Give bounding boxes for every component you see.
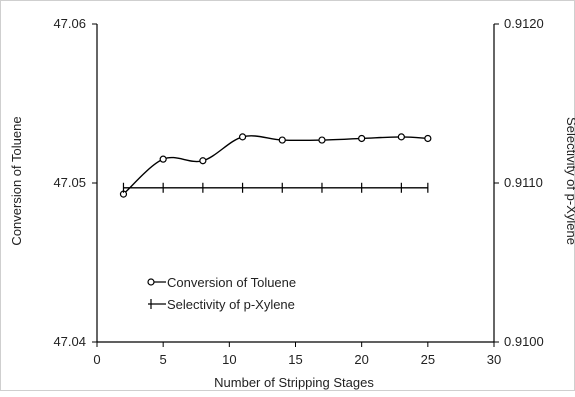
- right-y-axis-title: Selectivity of p-Xylene: [564, 117, 575, 245]
- ticks: [92, 23, 499, 347]
- data-point-circle: [159, 155, 167, 163]
- data-point-circle: [199, 157, 207, 165]
- legend: Conversion of Toluene Selectivity of p-X…: [147, 275, 296, 312]
- x-tick-label: 20: [354, 352, 368, 367]
- data-point-circle: [318, 136, 326, 144]
- x-tick-label: 15: [288, 352, 302, 367]
- left-y-tick-label: 47.04: [53, 334, 86, 349]
- x-tick-label: 5: [160, 352, 167, 367]
- legend-label-conversion: Conversion of Toluene: [167, 275, 296, 290]
- legend-label-selectivity: Selectivity of p-Xylene: [167, 297, 295, 312]
- x-tick-label: 0: [93, 352, 100, 367]
- series-layer: [119, 133, 432, 198]
- x-tick-label: 10: [222, 352, 236, 367]
- series-line-0: [123, 135, 428, 195]
- x-axis-title: Number of Stripping Stages: [214, 375, 374, 390]
- axes: [96, 24, 495, 343]
- data-point-circle: [358, 134, 366, 143]
- data-point-circle: [424, 134, 432, 143]
- tick-labels: 0 5 10 15 20 25 30 47.04 47.05 47.06 0.9100 0.9110 0…: [53, 16, 543, 367]
- left-y-tick-label: 47.05: [53, 175, 86, 190]
- data-point-circle: [397, 133, 405, 141]
- left-y-tick-label: 47.06: [53, 16, 86, 31]
- right-y-tick-label: 0.9120: [504, 16, 544, 31]
- data-point-circle: [238, 133, 247, 141]
- right-y-tick-label: 0.9100: [504, 334, 544, 349]
- data-point-circle: [278, 136, 286, 144]
- legend-item-selectivity: Selectivity of p-Xylene: [148, 297, 295, 312]
- legend-item-conversion: Conversion of Toluene: [147, 275, 296, 290]
- x-tick-label: 25: [421, 352, 435, 367]
- left-y-axis-title: Conversion of Toluene: [9, 116, 24, 245]
- legend-marker-circle-icon: [147, 278, 155, 286]
- right-y-tick-label: 0.9110: [504, 175, 543, 190]
- x-tick-label: 30: [487, 352, 501, 367]
